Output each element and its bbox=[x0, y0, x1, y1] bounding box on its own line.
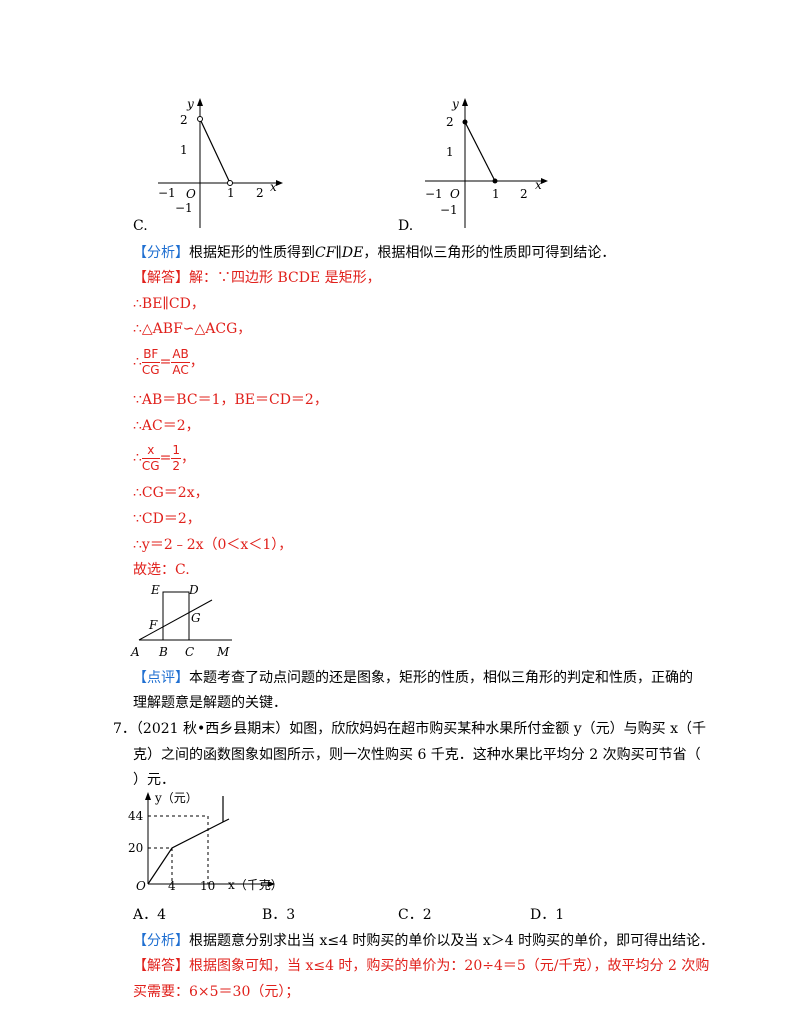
answer-line: ∴AC＝2， bbox=[133, 418, 200, 434]
comment-text: 本题考查了动点问题的还是图象，矩形的性质，相似三角形的判定和性质，正确的 bbox=[189, 670, 693, 686]
comment-line: 【点评】本题考查了动点问题的还是图象，矩形的性质，相似三角形的判定和性质，正确的 bbox=[133, 668, 693, 688]
tick-label: 44 bbox=[128, 809, 144, 823]
point-label: C bbox=[185, 645, 194, 659]
analysis-line: 【分析】根据矩形的性质得到CF∥DE，根据相似三角形的性质即可得到结论． bbox=[133, 243, 615, 263]
point-label: F bbox=[148, 618, 158, 632]
tick-label: 20 bbox=[128, 841, 143, 855]
fraction-denominator: 2 bbox=[172, 458, 180, 473]
tick-label: 1 bbox=[492, 187, 500, 201]
answer-line: ∵CD＝2， bbox=[133, 511, 201, 527]
tick-label: 1 bbox=[446, 145, 454, 159]
answer-line: ∴BE∥CD， bbox=[133, 296, 205, 312]
origin-label: O bbox=[450, 187, 460, 201]
point-label: B bbox=[158, 645, 168, 659]
analysis-line: 【分析】根据题意分别求出当 x≤4 时购买的单价以及当 x＞4 时购买的单价，即… bbox=[133, 931, 714, 951]
analysis-text: 根据矩形的性质得到 bbox=[189, 245, 315, 261]
fraction-numerator: BF bbox=[141, 346, 160, 363]
tick-label: 1 bbox=[180, 143, 188, 157]
y-axis-label: y（元） bbox=[154, 791, 198, 805]
fraction-line: ∴ x CG = 1 2， bbox=[133, 441, 195, 475]
y-axis-label: y bbox=[451, 97, 459, 111]
choice-d[interactable]: D．1 bbox=[530, 907, 565, 923]
analysis-formula: CF∥DE bbox=[315, 245, 364, 261]
x-axis-label: x（千克） bbox=[228, 878, 283, 892]
x-axis-label: x bbox=[535, 178, 542, 192]
analysis-text: ，根据相似三角形的性质即可得到结论． bbox=[363, 245, 616, 261]
fraction-numerator: x bbox=[141, 443, 160, 459]
comment-line: 理解题意是解题的关键． bbox=[133, 695, 287, 711]
tick-label: 2 bbox=[446, 115, 454, 129]
tick-label: 2 bbox=[256, 186, 264, 200]
point-label: D bbox=[188, 583, 199, 597]
fraction-denominator: CG bbox=[141, 362, 160, 377]
equals-sign: = bbox=[159, 450, 172, 466]
point-label: M bbox=[216, 645, 230, 659]
option-label-c: C. bbox=[133, 218, 148, 234]
therefore-symbol: ∴ bbox=[133, 354, 142, 370]
point-label: E bbox=[150, 583, 160, 597]
question-number: 7． bbox=[113, 721, 136, 737]
y-axis-label: y bbox=[186, 97, 194, 111]
tick-label: 2 bbox=[180, 113, 188, 127]
fraction-numerator: AB bbox=[171, 346, 190, 363]
tick-label: −1 bbox=[175, 201, 193, 215]
tick-label: 4 bbox=[168, 879, 176, 893]
question-stem: ）元． bbox=[133, 772, 175, 788]
option-label-d: D. bbox=[398, 218, 414, 234]
choice-c[interactable]: C．2 bbox=[398, 907, 432, 923]
answer-line: ∴CG＝2x， bbox=[133, 485, 209, 501]
question-stem: 克）之间的函数图象如图所示，则一次性购买 6 千克．这种水果比平均分 2 次购买… bbox=[133, 747, 701, 763]
answer-line: 【解答】根据图象可知，当 x≤4 时，购买的单价为：20÷4＝5（元/千克），故… bbox=[133, 956, 709, 976]
fraction-numerator: 1 bbox=[171, 442, 181, 459]
answer-line: ∴y＝2﹣2x（0＜x＜1）， bbox=[133, 537, 293, 553]
equals-sign: = bbox=[159, 354, 172, 370]
therefore-symbol: ∴ bbox=[133, 450, 142, 466]
fraction-line: ∴ BF CG = AB AC， bbox=[133, 345, 204, 379]
tick-label: −1 bbox=[425, 187, 443, 201]
answer-tag: 【解答】 bbox=[133, 270, 189, 286]
tick-label: 2 bbox=[520, 187, 528, 201]
analysis-tag: 【分析】 bbox=[133, 933, 189, 949]
answer-line: ∴△ABF∽△ACG， bbox=[133, 321, 252, 337]
choice-b[interactable]: B．3 bbox=[262, 907, 296, 923]
graph-option-d: y x O −1 1 2 2 1 −1 bbox=[425, 97, 548, 228]
question-stem: 7．（2021 秋•西乡县期末）如图，欣欣妈妈在超市购买某种水果所付金额 y（元… bbox=[113, 719, 706, 739]
answer-line: 买需要：6×5＝30（元）； bbox=[133, 984, 300, 1000]
graph-option-c: y x O −1 1 2 2 1 −1 bbox=[158, 97, 283, 228]
analysis-tag: 【分析】 bbox=[133, 245, 189, 261]
punctuation: ， bbox=[189, 354, 204, 370]
tick-label: 10 bbox=[200, 879, 215, 893]
answer-line: 【解答】解：∵四边形 BCDE 是矩形， bbox=[133, 268, 381, 288]
punctuation: ， bbox=[180, 450, 195, 466]
choice-a[interactable]: A．4 bbox=[133, 907, 167, 923]
x-axis-label: x bbox=[270, 180, 277, 194]
answer-line: ∵AB＝BC＝1，BE＝CD＝2， bbox=[133, 392, 328, 408]
tick-label: −1 bbox=[158, 186, 176, 200]
answer-tag: 【解答】 bbox=[133, 958, 189, 974]
fraction-denominator: CG bbox=[141, 458, 160, 473]
answer-text: 根据图象可知，当 x≤4 时，购买的单价为：20÷4＝5（元/千克），故平均分 … bbox=[189, 958, 710, 974]
analysis-text: 根据题意分别求出当 x≤4 时购买的单价以及当 x＞4 时购买的单价，即可得出结… bbox=[189, 933, 715, 949]
point-label: G bbox=[191, 611, 201, 625]
price-quantity-graph: y（元） x（千克） O 44 20 4 10 bbox=[128, 791, 283, 893]
question-text: （2021 秋•西乡县期末）如图，欣欣妈妈在超市购买某种水果所付金额 y（元）与… bbox=[135, 721, 706, 737]
tick-label: −1 bbox=[440, 203, 458, 217]
origin-label: O bbox=[186, 187, 196, 201]
answer-line: 故选：C. bbox=[133, 562, 190, 578]
origin-label: O bbox=[136, 879, 146, 893]
fraction-denominator: AC bbox=[172, 362, 189, 377]
rectangle-geometry-figure: E D F G A B C M bbox=[130, 583, 232, 659]
answer-text: 解：∵四边形 BCDE 是矩形， bbox=[189, 270, 381, 286]
tick-label: 1 bbox=[227, 186, 235, 200]
comment-tag: 【点评】 bbox=[133, 670, 189, 686]
point-label: A bbox=[130, 645, 140, 659]
